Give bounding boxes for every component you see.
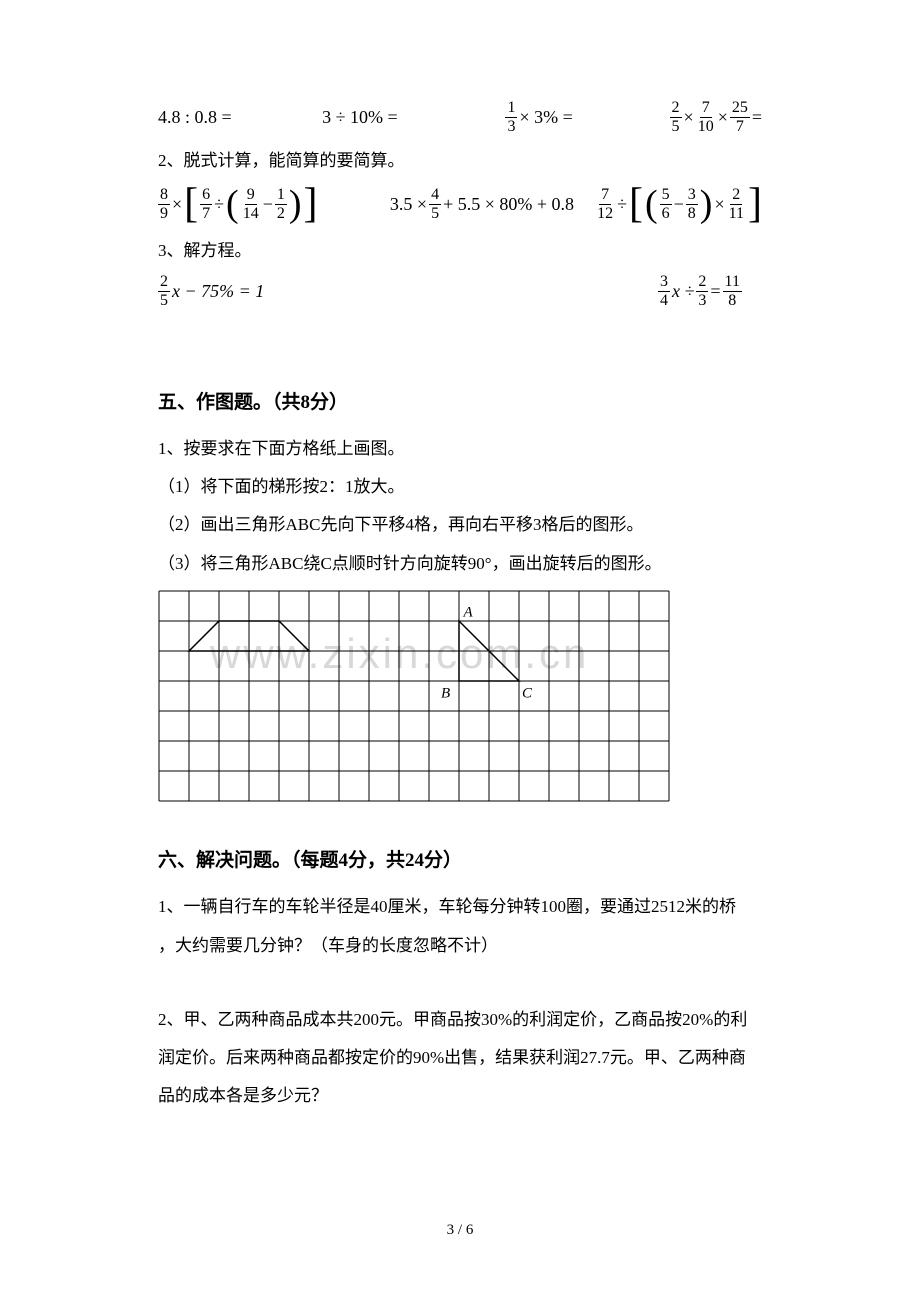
paren: ) [289,185,302,223]
text: x ÷ [672,274,694,308]
frac: 56 [660,187,672,222]
frac: 257 [730,100,750,135]
text: × [684,100,694,134]
frac: 13 [505,100,517,135]
frac: 914 [241,187,261,222]
bracket: ] [748,183,762,225]
s5-l2: （1）将下面的梯形按2：1放大。 [158,471,762,503]
frac: 118 [723,274,742,309]
q2-a: 89 × [ 67 ÷ ( 914 − 12 ) ] [158,183,390,225]
s5-l4: （3）将三角形ABC绕C点顺时针方向旋转90°，画出旋转后的图形。 [158,548,762,580]
s6-p1a: 1、一辆自行车的车轮半径是40厘米，车轮每分钟转100圈，要通过2512米的桥 [158,891,762,923]
q2-c: 712 ÷ [ ( 56 − 38 ) × 211 ] [595,183,762,225]
frac: 211 [727,187,746,222]
svg-text:C: C [522,685,533,701]
q3-a: 25 x − 75% = 1 [158,274,658,309]
paren: ) [700,185,713,223]
section5-title: 五、作图题。（共8分） [158,385,762,421]
text: ÷ [617,187,627,221]
frac: 34 [658,274,670,309]
frac: 25 [670,100,682,135]
q1-e1: 4.8 : 0.8 = [158,100,322,135]
s6-p2b: 润定价。后来两种商品都按定价的90%出售，结果获利润27.7元。甲、乙两种商 [158,1042,762,1074]
frac: 25 [158,274,170,309]
frac: 67 [200,187,212,222]
q3-b: 34 x ÷ 23 = 118 [658,274,742,309]
q2-row: 89 × [ 67 ÷ ( 914 − 12 ) ] 3.5 × 45 + 5.… [158,183,762,225]
frac: 38 [686,187,698,222]
svg-text:B: B [441,685,450,701]
text: + 5.5 × 80% + 0.8 [443,187,574,221]
grid-figure: A B C [158,590,762,813]
paren: ( [645,185,658,223]
text: x − 75% = 1 [172,274,264,308]
frac: 712 [595,187,615,222]
text: × [718,100,728,134]
q2-b: 3.5 × 45 + 5.5 × 80% + 0.8 [390,183,595,225]
q2-title: 2、脱式计算，能简算的要简算。 [158,145,762,177]
grid-svg: A B C [158,590,670,802]
page-number: 3 / 6 [0,1216,920,1245]
section6-title: 六、解决问题。（每题4分，共24分） [158,843,762,879]
frac: 89 [158,187,170,222]
q3-title: 3、解方程。 [158,235,762,267]
q1-e3: 13 × 3% = [505,100,669,135]
text: ÷ [214,187,224,221]
frac: 12 [275,187,287,222]
q3-row: 25 x − 75% = 1 34 x ÷ 23 = 118 [158,274,762,309]
text: × [714,187,724,221]
bracket: [ [629,183,643,225]
q1-row: 4.8 : 0.8 = 3 ÷ 10% = 13 × 3% = 25 × 710… [158,100,762,135]
bracket: [ [184,183,198,225]
svg-text:A: A [463,604,474,620]
s6-p2a: 2、甲、乙两种商品成本共200元。甲商品按30%的利润定价，乙商品按20%的利 [158,1004,762,1036]
text: = [710,274,720,308]
frac: 45 [429,187,441,222]
text: = [752,100,762,134]
q1-e4: 25 × 710 × 257 = [670,100,762,135]
paren: ( [226,185,239,223]
s5-l3: （2）画出三角形ABC先向下平移4格，再向右平移3格后的图形。 [158,509,762,541]
page-content: 4.8 : 0.8 = 3 ÷ 10% = 13 × 3% = 25 × 710… [158,100,762,1113]
s6-p2c: 品的成本各是多少元？ [158,1080,762,1112]
q1-e2: 3 ÷ 10% = [322,100,505,135]
frac: 23 [696,274,708,309]
s5-l1: 1、按要求在下面方格纸上画图。 [158,433,762,465]
frac: 710 [696,100,716,135]
s6-p1b: ，大约需要几分钟？（车身的长度忽略不计） [158,930,762,962]
text: × 3% = [519,100,572,134]
text: − [263,187,273,221]
text: 3.5 × [390,187,427,221]
text: × [172,187,182,221]
text: − [674,187,684,221]
bracket: ] [304,183,318,225]
